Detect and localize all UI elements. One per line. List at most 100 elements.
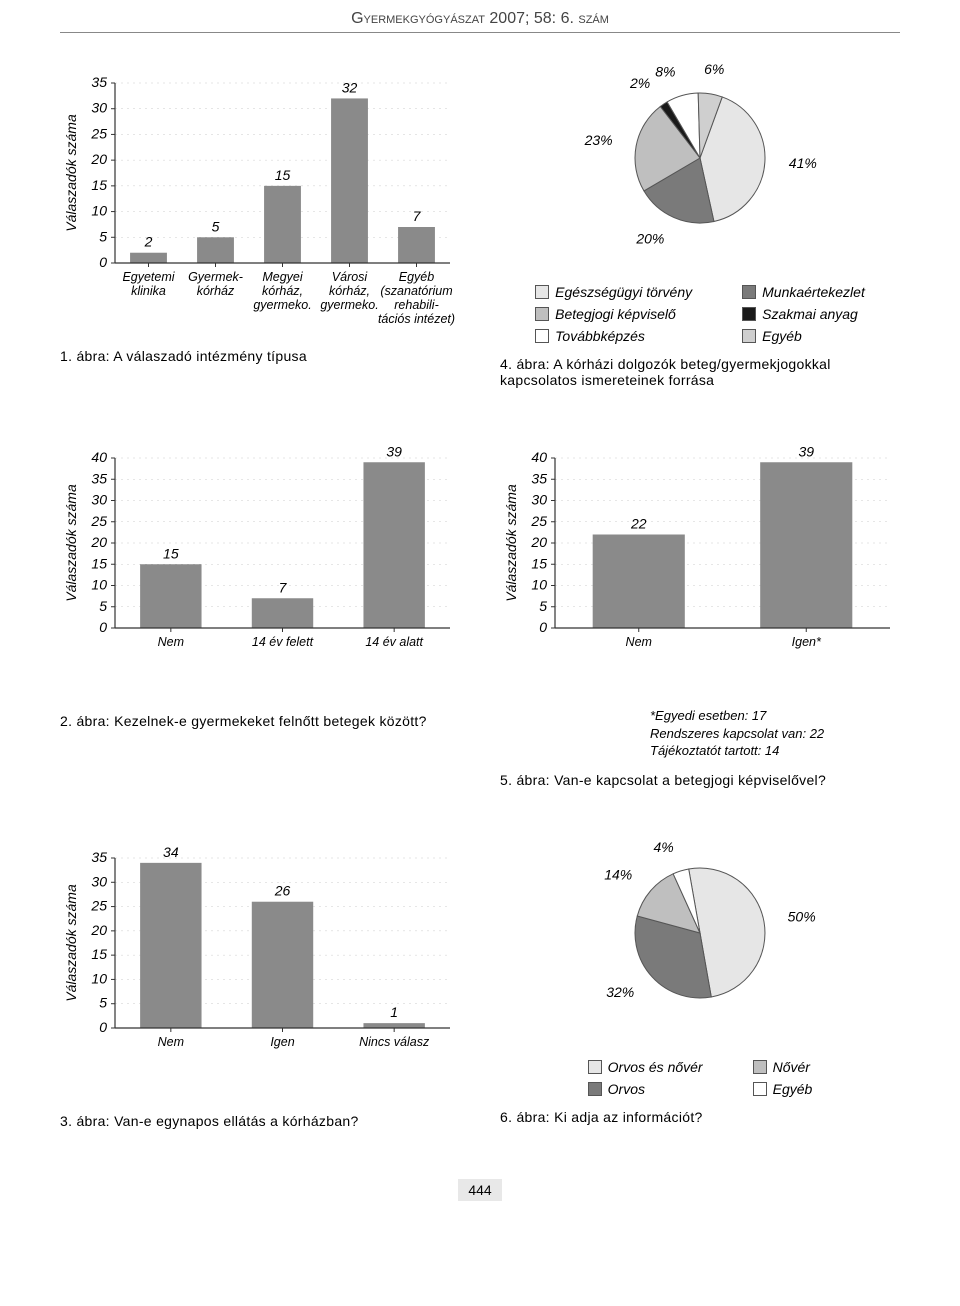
bar [331,98,368,263]
bar-label: 14 év felett [252,635,314,649]
pie-label: 4% [653,839,673,855]
svg-text:35: 35 [531,470,547,486]
bar-label: 14 év alatt [365,635,423,649]
bar-value: 34 [163,843,179,859]
bar-svg: 051015202530354022Nem39Igen*Válaszadók s… [500,438,900,698]
svg-text:35: 35 [91,849,107,865]
svg-text:30: 30 [91,492,107,508]
bar-label: Gyermek- [188,270,243,284]
svg-text:25: 25 [90,897,107,913]
pie-label: 14% [604,866,632,882]
legend-item: Orvos és nővér [588,1059,703,1075]
svg-text:10: 10 [91,970,107,986]
svg-text:30: 30 [91,100,107,116]
svg-text:5: 5 [99,228,107,244]
fig4-chart: 41%20%23%2%8%6%Egészségügyi törvényBeteg… [500,63,900,344]
svg-text:10: 10 [91,577,107,593]
bar-label: rehabili- [394,298,438,312]
bar-label: kórház [197,284,235,298]
svg-text:35: 35 [91,74,107,90]
legend-swatch [742,307,756,321]
bar [363,1023,424,1028]
bar-label: klinika [131,284,166,298]
pie-label: 23% [584,132,613,148]
legend-swatch [753,1082,767,1096]
bar-label: (szanatórium [380,284,452,298]
legend-label: Egyéb [762,328,802,344]
svg-text:0: 0 [539,619,547,635]
legend-item: Nővér [753,1059,813,1075]
fig5-caption: 5. ábra: Van-e kapcsolat a betegjogi kép… [500,772,900,788]
footnote-line: Tájékoztatót tartott: 14 [500,742,900,760]
svg-text:20: 20 [90,534,107,550]
fig4-caption: 4. ábra: A kórházi dolgozók beteg/gyerme… [500,356,900,388]
bar-label: gyermeko. [253,298,311,312]
fig2-chart: 051015202530354015Nem714 év felett3914 é… [60,438,460,701]
legend-item: Egyéb [742,328,865,344]
svg-text:40: 40 [91,449,107,465]
fig5-footnote: *Egyedi esetben: 17Rendszeres kapcsolat … [500,707,900,760]
y-axis-label: Válaszadók száma [63,114,79,232]
pie-label: 8% [655,63,675,79]
bar [252,598,313,628]
bar-label: Igen [270,1035,294,1049]
svg-text:25: 25 [90,125,107,141]
bar-value: 39 [386,443,402,459]
legend-swatch [588,1060,602,1074]
svg-text:20: 20 [90,921,107,937]
legend-item: Szakmai anyag [742,306,865,322]
bar-label: Megyei [262,270,304,284]
fig6-caption: 6. ábra: Ki adja az információt? [500,1109,900,1125]
svg-text:30: 30 [531,492,547,508]
legend-swatch [535,329,549,343]
svg-text:10: 10 [91,203,107,219]
pie-label: 2% [629,75,650,91]
pie-label: 20% [635,231,664,247]
legend-item: Betegjogi képviselő [535,306,692,322]
legend-label: Nővér [773,1059,810,1075]
svg-text:0: 0 [99,1019,107,1035]
svg-text:10: 10 [531,577,547,593]
fig1-caption: 1. ábra: A válaszadó intézmény típusa [60,348,460,364]
bar-value: 39 [798,443,814,459]
fig3-chart: 0510152025303534Nem26Igen1Nincs válaszVá… [60,838,460,1101]
bar-value: 32 [342,79,358,95]
bar-label: Nem [158,635,184,649]
svg-text:5: 5 [99,598,107,614]
legend-label: Továbbképzés [555,328,645,344]
bar-value: 5 [212,218,220,234]
svg-text:15: 15 [531,555,547,571]
bar-svg: 051015202530354015Nem714 év felett3914 é… [60,438,460,698]
bar-label: Egyéb [399,270,434,284]
svg-text:20: 20 [530,534,547,550]
svg-text:40: 40 [531,449,547,465]
y-axis-label: Válaszadók száma [63,484,79,602]
fig5-chart: 051015202530354022Nem39Igen*Válaszadók s… [500,438,900,701]
legend-swatch [588,1082,602,1096]
pie-label: 50% [788,908,816,924]
legend-item: Továbbképzés [535,328,692,344]
bar [363,462,424,628]
fig1-chart: 051015202530352Egyetemiklinika5Gyermek-k… [60,63,460,336]
bar-label: tációs intézet) [378,312,455,326]
bar [140,564,201,628]
legend-item: Orvos [588,1081,703,1097]
svg-text:0: 0 [99,254,107,270]
bar-label: Nincs válasz [359,1035,430,1049]
page-number: 444 [60,1179,900,1201]
bar-label: kórház, [329,284,370,298]
pie-svg: 50% 32% 14% 4% [500,838,900,1048]
y-axis-label: Válaszadók száma [503,484,519,602]
bar-label: gyermeko. [320,298,378,312]
svg-text:30: 30 [91,873,107,889]
bar-value: 2 [144,234,153,250]
bar-label: Nem [626,635,652,649]
legend-label: Egészségügyi törvény [555,284,692,300]
legend-label: Munkaértekezlet [762,284,865,300]
svg-text:15: 15 [91,946,107,962]
pie-label: 41% [789,155,817,171]
bar-value: 22 [630,516,647,532]
pie-label: 32% [606,984,634,1000]
bar-label: Igen* [792,635,822,649]
bar [130,253,167,263]
